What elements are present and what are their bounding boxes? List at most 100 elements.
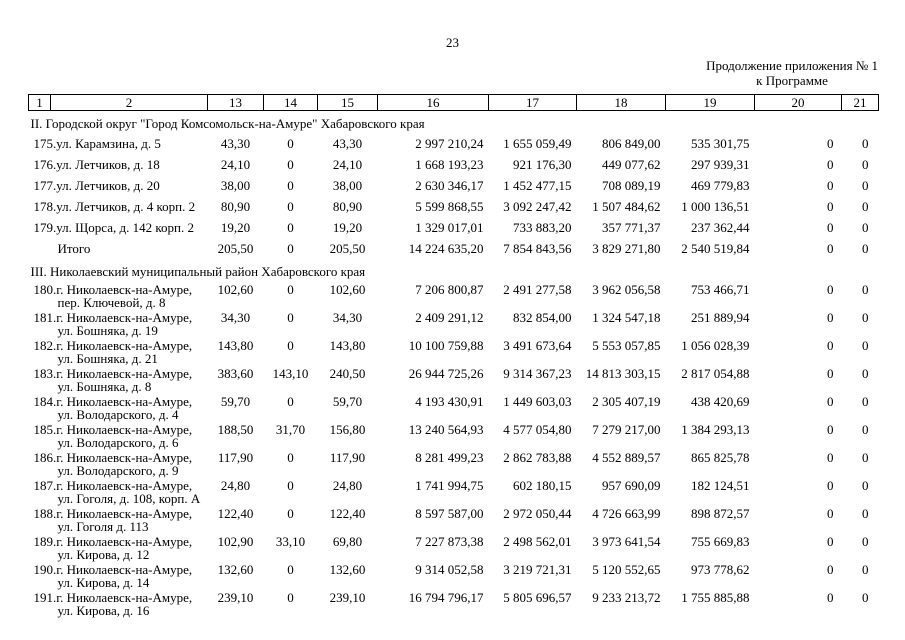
cell-value: 143,80: [329, 338, 366, 353]
cell-value: 251 889,94: [691, 310, 750, 325]
table-header: 1 2 13 14 15 16 17 18 19 20 21: [28, 94, 879, 111]
cell-value: 132,60: [329, 562, 366, 577]
cell-value: 237 362,44: [691, 220, 750, 235]
row-address-line2: ул. Володарского, д. 9: [57, 463, 179, 478]
row-number: 187.: [33, 478, 57, 493]
cell-value: 7 206 800,87: [415, 282, 484, 297]
cell-value: 0: [862, 178, 869, 193]
row-number: 180.: [33, 282, 57, 297]
cell-value: 0: [827, 157, 834, 172]
row-address: г. Николаевск-на-Амуре,: [56, 422, 193, 437]
cell-value: 9 314 367,23: [503, 366, 572, 381]
cell-value: 2 817 054,88: [681, 366, 750, 381]
cell-value: 0: [287, 199, 294, 214]
cell-value: 0: [827, 394, 834, 409]
cell-value: 449 077,62: [602, 157, 661, 172]
cell-value: 0: [862, 366, 869, 381]
cell-value: 5 805 696,57: [503, 590, 572, 605]
row-address: ул. Летчиков, д. 20: [56, 178, 160, 193]
cell-value: 0: [862, 506, 869, 521]
cell-value: 2 498 562,01: [503, 534, 572, 549]
cell-value: 1 056 028,39: [681, 338, 750, 353]
cell-value: 957 690,09: [602, 478, 661, 493]
cell-value: 7 854 843,56: [503, 241, 572, 256]
table-row: 183.г. Николаевск-на-Амуре, ул. Бошняка, …: [29, 365, 879, 393]
cell-value: 0: [287, 178, 294, 193]
section-title: II. Городской округ "Город Комсомольск-н…: [30, 116, 425, 131]
cell-value: 24,80: [332, 478, 363, 493]
cell-value: 7 227 873,38: [415, 534, 484, 549]
row-number: 184.: [33, 394, 57, 409]
cell-value: 0: [287, 590, 294, 605]
cell-value: 0: [862, 534, 869, 549]
column-header: 17: [488, 94, 577, 111]
cell-value: 0: [827, 199, 834, 214]
row-number: 190.: [33, 562, 57, 577]
cell-value: 973 778,62: [691, 562, 750, 577]
cell-value: 0: [827, 478, 834, 493]
address-cell: 188.г. Николаевск-на-Амуре, ул. Гоголя д.…: [29, 505, 208, 533]
address-cell: 187.г. Николаевск-на-Амуре, ул. Гоголя, д…: [29, 477, 208, 505]
cell-value: 1 755 885,88: [681, 590, 750, 605]
cell-value: 5 599 868,55: [415, 199, 484, 214]
cell-value: 31,70: [275, 422, 306, 437]
cell-value: 3 491 673,64: [503, 338, 572, 353]
cell-value: 0: [287, 282, 294, 297]
column-header: 13: [207, 94, 264, 111]
section-title: III. Николаевский муниципальный район Ха…: [30, 264, 366, 279]
row-address: ул. Летчиков, д. 4 корп. 2: [56, 199, 196, 214]
row-number: 178.: [33, 199, 57, 214]
column-header: 2: [50, 94, 208, 111]
address-cell: 179.ул. Щорса, д. 142 корп. 2: [29, 217, 208, 238]
address-cell: 184.г. Николаевск-на-Амуре, ул. Володарск…: [29, 393, 208, 421]
row-address-line2: ул. Бошняка, д. 19: [57, 323, 158, 338]
table-row: Итого 205,50 0 205,50 14 224 635,20 7 85…: [29, 238, 879, 259]
cell-value: 4 577 054,80: [503, 422, 572, 437]
cell-value: 3 219 721,31: [503, 562, 572, 577]
cell-value: 240,50: [329, 366, 366, 381]
address-cell: 178.ул. Летчиков, д. 4 корп. 2: [29, 196, 208, 217]
cell-value: 8 281 499,23: [415, 450, 484, 465]
address-cell: 191.г. Николаевск-на-Амуре, ул. Кирова, д…: [29, 589, 208, 617]
cell-value: 188,50: [217, 422, 254, 437]
cell-value: 1 329 017,01: [415, 220, 484, 235]
cell-value: 13 240 564,93: [408, 422, 484, 437]
cell-value: 0: [862, 136, 869, 151]
cell-value: 469 779,83: [691, 178, 750, 193]
row-address: г. Николаевск-на-Амуре,: [56, 506, 193, 521]
column-header: 14: [263, 94, 318, 111]
cell-value: 0: [862, 394, 869, 409]
cell-value: 3 829 271,80: [592, 241, 661, 256]
cell-value: 1 324 547,18: [592, 310, 661, 325]
cell-value: 0: [862, 478, 869, 493]
cell-value: 7 279 217,00: [592, 422, 661, 437]
cell-value: 0: [827, 366, 834, 381]
row-address-line2: ул. Володарского, д. 4: [57, 407, 179, 422]
address-cell: 180.г. Николаевск-на-Амуре, пер. Ключевой…: [29, 281, 208, 309]
cell-value: 3 962 056,58: [592, 282, 661, 297]
cell-value: 2 630 346,17: [415, 178, 484, 193]
cell-value: 0: [827, 506, 834, 521]
cell-value: 9 314 052,58: [415, 562, 484, 577]
table-row: 186.г. Николаевск-на-Амуре, ул. Володарск…: [29, 449, 879, 477]
cell-value: 0: [287, 241, 294, 256]
cell-value: 69,80: [332, 534, 363, 549]
row-address: ул. Летчиков, д. 18: [56, 157, 160, 172]
cell-value: 59,70: [332, 394, 363, 409]
column-header: 20: [754, 94, 842, 111]
table-row: 187.г. Николаевск-на-Амуре, ул. Гоголя, д…: [29, 477, 879, 505]
cell-value: 14 813 303,15: [585, 366, 661, 381]
cell-value: 5 120 552,65: [592, 562, 661, 577]
column-header: 19: [665, 94, 755, 111]
cell-value: 753 466,71: [691, 282, 750, 297]
cell-value: 19,20: [332, 220, 363, 235]
cell-value: 19,20: [220, 220, 251, 235]
cell-value: 1 000 136,51: [681, 199, 750, 214]
cell-value: 2 491 277,58: [503, 282, 572, 297]
cell-value: 832 854,00: [513, 310, 572, 325]
column-header: 21: [841, 94, 879, 111]
cell-value: 102,90: [217, 534, 254, 549]
cell-value: 0: [287, 310, 294, 325]
row-address: г. Николаевск-на-Амуре,: [56, 534, 193, 549]
cell-value: 205,50: [329, 241, 366, 256]
